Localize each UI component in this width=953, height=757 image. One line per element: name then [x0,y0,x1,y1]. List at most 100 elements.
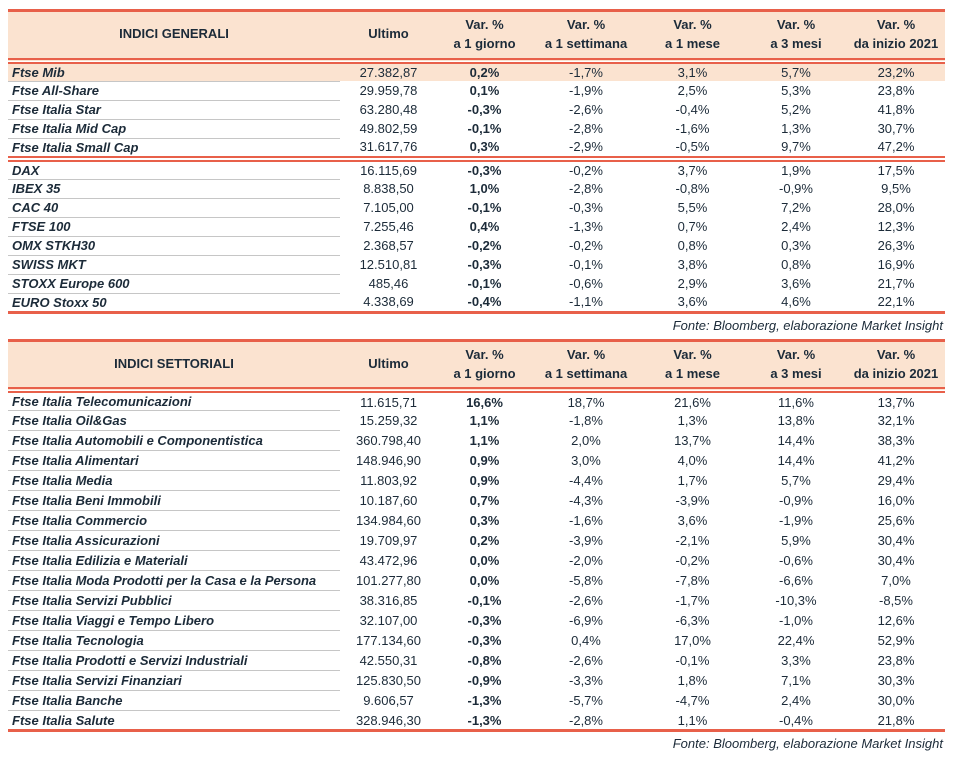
var-1-settimana-value: -0,6% [569,276,603,292]
index-row: Ftse Italia Automobili e Componentistica… [8,430,945,451]
var-1-giorno-value: 1,1% [469,433,500,449]
var-1-giorno-value: -0,1% [467,593,502,609]
ultimo-value: 360.798,40 [355,433,422,449]
index-name: FTSE 100 [8,216,340,237]
index-row: EURO Stoxx 50 4.338,69 -0,4% -1,1% 3,6% 4,6% 2… [8,292,945,313]
ultimo-value: 27.382,87 [340,60,437,82]
var-1-settimana-value: 2,0% [571,433,601,449]
var-da-inizio-2021-value: 12,3% [877,219,915,235]
indici-generali-table: INDICI GENERALI Ultimo Var. % a 1 giorno … [8,9,945,314]
index-name: IBEX 35 [8,178,340,199]
var-1-settimana-value: -1,6% [569,513,603,529]
ultimo-value: 49.802,59 [359,121,418,137]
var-1-giorno-value: -0,3% [467,162,502,178]
ultimo-value: 12.510,81 [359,257,418,273]
index-name: Ftse Italia Media [8,470,340,491]
var-da-inizio-2021-value: 16,9% [877,257,915,273]
var-1-giorno-value: -0,2% [467,238,502,254]
var-da-inizio-2021-value: 32,1% [877,413,915,429]
ultimo-value: 8.838,50 [363,181,414,197]
index-name: STOXX Europe 600 [8,273,340,294]
col-header-var-3-mesi: Var. % a 3 mesi [770,346,822,381]
var-1-settimana-value: -2,6% [569,653,603,669]
var-3-mesi-value: 7,2% [781,200,811,216]
var-1-settimana-value: -2,9% [569,139,603,155]
var-1-settimana-value: -2,8% [569,121,603,137]
ultimo-value: 125.830,50 [355,673,422,689]
ultimo-value: 15.259,32 [359,413,418,429]
index-name: Ftse Italia Beni Immobili [8,490,340,511]
var-1-settimana-value: -1,7% [532,60,640,82]
index-name: Ftse Italia Telecomunicazioni [12,394,192,410]
var-1-giorno-value: 0,9% [469,453,500,469]
index-row: Ftse Italia Beni Immobili 10.187,60 0,7% -4… [8,490,945,511]
index-row: Ftse Italia Small Cap 31.617,76 0,3% -2,9% -… [8,137,945,159]
col-header-var-1-settimana: Var. % a 1 settimana [544,346,628,381]
var-da-inizio-2021-value: 38,3% [877,433,915,449]
index-row: Ftse All-Share 29.959,78 0,1% -1,9% 2,5% 5,3%… [8,80,945,101]
var-1-mese-value: -0,8% [675,181,710,197]
ultimo-value: 7.105,00 [363,200,414,216]
index-name: Ftse Italia Tecnologia [8,630,340,651]
var-da-inizio-2021-value: 17,5% [877,162,915,178]
var-1-settimana-value: -2,0% [569,553,603,569]
var-3-mesi-value: 0,3% [781,238,811,254]
var-1-mese-value: 1,8% [677,673,708,689]
var-3-mesi-value: 2,4% [781,219,811,235]
col-header-var-3-mesi: Var. % a 3 mesi [770,17,822,51]
col-header-var-1-mese: Var. % a 1 mese [665,346,720,381]
var-3-mesi-value: -0,6% [779,553,813,569]
var-1-settimana-value: -2,6% [569,593,603,609]
index-row: Ftse Italia Oil&Gas 15.259,32 1,1% -1,8% 1,3… [8,410,945,431]
index-name: Ftse Italia Servizi Pubblici [8,590,340,611]
var-3-mesi-value: 7,1% [781,673,811,689]
index-row: Ftse Italia Banche 9.606,57 -1,3% -5,7% -4,7… [8,690,945,711]
ultimo-value: 11.615,71 [360,394,417,410]
var-1-mese-value: -3,9% [675,493,710,509]
var-1-mese-value: -1,6% [675,121,710,137]
var-3-mesi-value: -1,9% [779,513,813,529]
var-1-giorno-value: -0,1% [467,276,502,292]
var-1-settimana-value: -1,8% [569,413,603,429]
var-da-inizio-2021-value: 28,0% [877,200,915,216]
index-row: OMX STKH30 2.368,57 -0,2% -0,2% 0,8% 0,3% 26,3… [8,235,945,256]
index-row: IBEX 35 8.838,50 1,0% -2,8% -0,8% -0,9% 9,5% [8,178,945,199]
var-1-mese-value: 13,7% [674,433,711,449]
var-da-inizio-2021-value: 25,6% [877,513,915,529]
indici-settoriali-header-row: INDICI SETTORIALI Ultimo Var. % a 1 giorn… [8,340,945,391]
index-name: Ftse Italia Prodotti e Servizi Industria… [8,650,340,671]
var-1-mese-value: -4,7% [675,693,710,709]
var-3-mesi-value: 1,3% [781,121,811,137]
var-1-giorno-value: -1,3% [467,693,502,709]
var-1-mese-value: 4,0% [677,453,708,469]
var-1-settimana-value: -2,8% [569,181,603,197]
var-1-settimana-value: -5,7% [569,693,603,709]
var-1-settimana-value: -2,8% [569,712,603,728]
index-name: Ftse Italia Alimentari [8,450,340,471]
var-1-giorno-value: -0,1% [467,200,502,216]
index-row: Ftse Italia Moda Prodotti per la Casa e … [8,570,945,591]
index-row: Ftse Italia Star 63.280,48 -0,3% -2,6% -0,4%… [8,99,945,120]
var-3-mesi-value: -1,0% [779,613,813,629]
ultimo-value: 7.255,46 [363,219,414,235]
col-header-ultimo: Ultimo [368,356,409,372]
var-3-mesi-value: -6,6% [779,573,813,589]
var-1-settimana-value: -1,1% [569,294,603,310]
var-da-inizio-2021-value: 30,3% [877,673,915,689]
indici-settoriali-section: INDICI SETTORIALI Ultimo Var. % a 1 giorn… [8,339,945,757]
var-1-giorno-value: 1,1% [469,413,500,429]
var-da-inizio-2021-value: 30,4% [877,533,915,549]
index-name: CAC 40 [8,197,340,218]
var-da-inizio-2021-value: 30,4% [877,553,915,569]
var-1-mese-value: 1,7% [677,473,708,489]
index-row: STOXX Europe 600 485,46 -0,1% -0,6% 2,9% 3,6%… [8,273,945,294]
var-1-giorno-value: 16,6% [466,394,503,410]
var-1-mese-value: 2,5% [677,83,708,99]
var-1-giorno-value: -0,3% [467,633,502,649]
var-1-mese-value: 0,7% [677,219,708,235]
var-da-inizio-2021-value: 30,7% [877,121,915,137]
indici-settoriali-body: Ftse Italia Telecomunicazioni 11.615,71 16… [8,390,945,731]
var-1-mese-value: 5,5% [677,200,708,216]
var-da-inizio-2021-value: 7,0% [881,573,911,589]
